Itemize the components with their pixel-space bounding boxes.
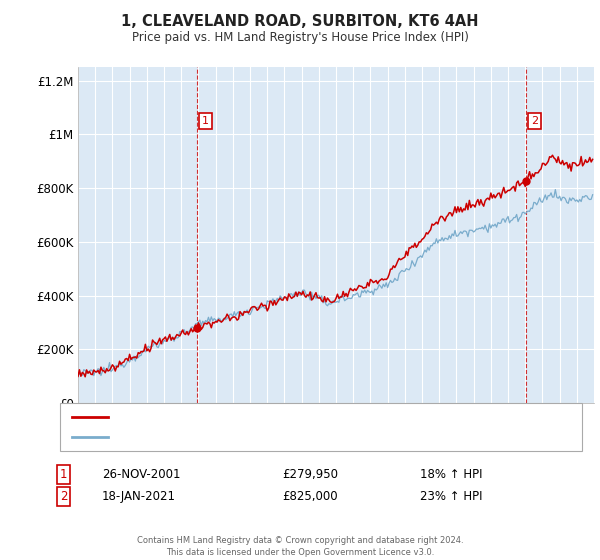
Text: 18-JAN-2021: 18-JAN-2021 xyxy=(102,490,176,503)
Text: HPI: Average price, semi-detached house, Kingston upon Thames: HPI: Average price, semi-detached house,… xyxy=(114,432,472,442)
Text: Price paid vs. HM Land Registry's House Price Index (HPI): Price paid vs. HM Land Registry's House … xyxy=(131,31,469,44)
Text: 1, CLEAVELAND ROAD, SURBITON, KT6 4AH (semi-detached house): 1, CLEAVELAND ROAD, SURBITON, KT6 4AH (s… xyxy=(114,412,481,422)
Text: £825,000: £825,000 xyxy=(282,490,338,503)
Text: 2: 2 xyxy=(60,490,67,503)
Text: 26-NOV-2001: 26-NOV-2001 xyxy=(102,468,181,481)
Text: 1, CLEAVELAND ROAD, SURBITON, KT6 4AH: 1, CLEAVELAND ROAD, SURBITON, KT6 4AH xyxy=(121,14,479,29)
Text: 23% ↑ HPI: 23% ↑ HPI xyxy=(420,490,482,503)
Text: 1: 1 xyxy=(60,468,67,481)
Text: £279,950: £279,950 xyxy=(282,468,338,481)
Text: 18% ↑ HPI: 18% ↑ HPI xyxy=(420,468,482,481)
Text: 1: 1 xyxy=(202,116,209,126)
Text: 2: 2 xyxy=(531,116,538,126)
Text: Contains HM Land Registry data © Crown copyright and database right 2024.
This d: Contains HM Land Registry data © Crown c… xyxy=(137,536,463,557)
